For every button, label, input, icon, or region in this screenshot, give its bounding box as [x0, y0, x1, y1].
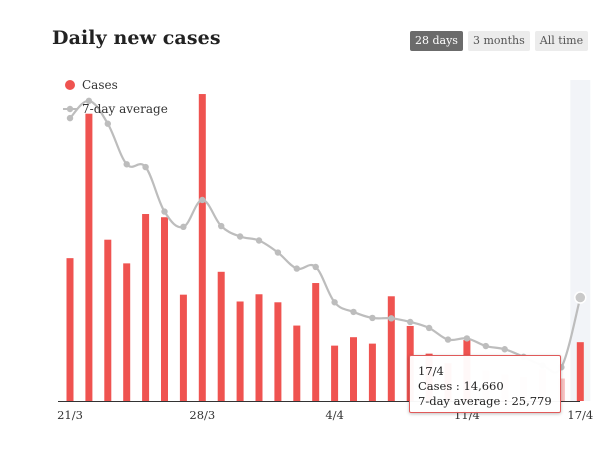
cases-bar[interactable] — [576, 342, 584, 401]
legend-average-marker — [66, 105, 74, 113]
time-range-selector: 28 days 3 months All time — [410, 31, 589, 51]
cases-bar[interactable] — [236, 301, 244, 401]
range-28-days-button[interactable]: 28 days — [410, 31, 463, 51]
average-point[interactable] — [199, 196, 206, 204]
x-tick-label: 21/3 — [57, 408, 83, 422]
cases-bar[interactable] — [142, 214, 150, 401]
average-point[interactable] — [444, 336, 452, 343]
chart-title: Daily new cases — [52, 27, 221, 49]
range-3-months-button[interactable]: 3 months — [467, 31, 530, 51]
average-point-highlighted[interactable] — [574, 291, 587, 304]
average-line — [69, 99, 582, 374]
cases-bar[interactable] — [387, 296, 395, 401]
cases-bar[interactable] — [198, 94, 206, 401]
cases-bar[interactable] — [104, 239, 112, 401]
cases-bar[interactable] — [557, 378, 565, 401]
tooltip-date: 17/4 — [418, 364, 444, 378]
average-point[interactable] — [236, 233, 244, 240]
average-point[interactable] — [388, 315, 395, 322]
average-point[interactable] — [463, 335, 471, 342]
average-point[interactable] — [104, 120, 112, 127]
average-point[interactable] — [369, 314, 376, 322]
cases-bar[interactable] — [312, 283, 320, 401]
cases-bar[interactable] — [255, 294, 263, 401]
average-point[interactable] — [123, 161, 130, 168]
cases-bar[interactable] — [217, 271, 225, 401]
average-point[interactable] — [218, 222, 225, 230]
cases-bar[interactable] — [350, 337, 357, 401]
average-point[interactable] — [142, 163, 149, 171]
average-point[interactable] — [407, 318, 414, 326]
x-tick-label: 28/3 — [189, 408, 215, 422]
average-point[interactable] — [293, 265, 300, 272]
tooltip-cases: Cases : 14,660 — [418, 379, 504, 393]
x-tick-label: 17/4 — [567, 408, 593, 422]
x-tick-label: 4/4 — [325, 408, 344, 422]
average-point[interactable] — [312, 263, 319, 271]
legend-cases-marker — [65, 80, 75, 90]
average-point[interactable] — [161, 208, 168, 215]
cases-bar[interactable] — [123, 263, 131, 401]
average-point[interactable] — [425, 324, 433, 332]
average-point[interactable] — [255, 237, 263, 244]
cases-bar[interactable] — [66, 258, 74, 401]
average-point[interactable] — [501, 346, 508, 353]
cases-bar[interactable] — [161, 217, 168, 401]
legend-average-label: 7-day average — [82, 102, 168, 116]
average-point[interactable] — [85, 97, 93, 105]
average-point[interactable] — [350, 308, 357, 316]
cases-bar[interactable] — [179, 294, 187, 401]
average-point[interactable] — [482, 342, 489, 350]
range-all-time-button[interactable]: All time — [534, 31, 589, 51]
cases-bar[interactable] — [331, 345, 339, 401]
tooltip: 17/4 Cases : 14,660 7-day average : 25,7… — [409, 355, 561, 413]
average-point[interactable] — [180, 223, 187, 231]
cases-bar[interactable] — [293, 325, 301, 401]
cases-bar[interactable] — [85, 113, 93, 401]
average-point[interactable] — [274, 249, 282, 256]
cases-bar[interactable] — [368, 343, 376, 401]
tooltip-average: 7-day average : 25,779 — [418, 394, 552, 408]
cases-bar[interactable] — [274, 302, 282, 401]
average-point[interactable] — [66, 114, 74, 122]
legend-cases-label: Cases — [82, 78, 118, 92]
average-point[interactable] — [331, 299, 338, 306]
